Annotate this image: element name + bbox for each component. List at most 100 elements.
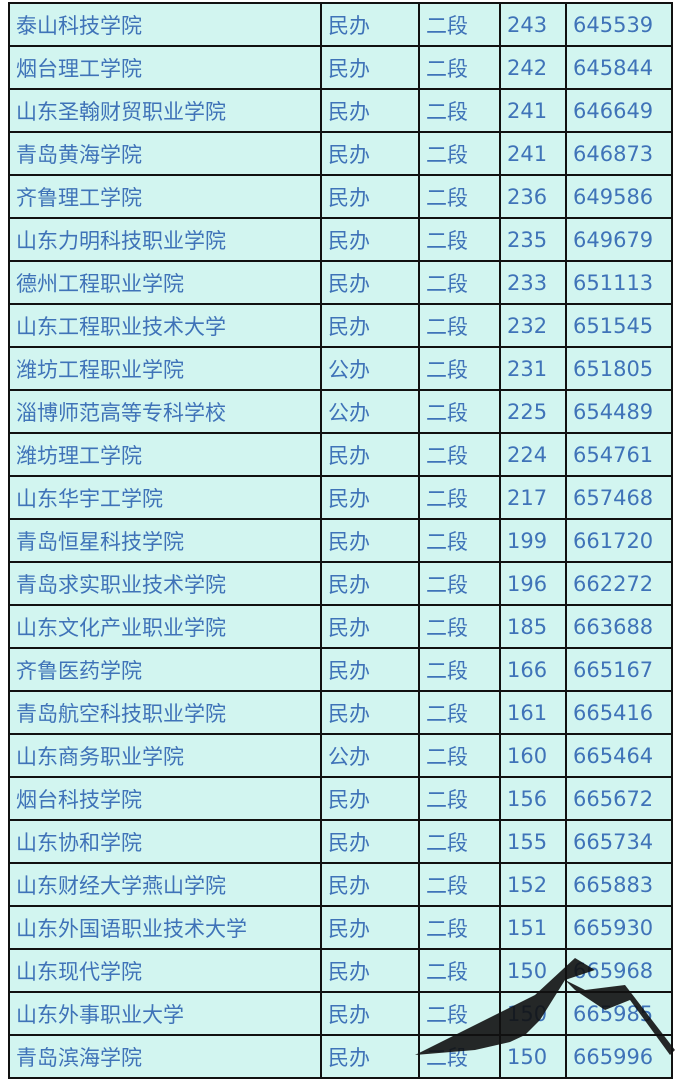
table-row: 山东外国语职业技术大学 民办 二段 151 665930 [8, 905, 673, 950]
rank-cell: 665883 [565, 862, 673, 907]
table-row: 潍坊工程职业学院 公办 二段 231 651805 [8, 346, 673, 391]
batch-cell: 二段 [418, 303, 501, 348]
batch-cell: 二段 [418, 991, 501, 1036]
school-name-cell: 山东外事职业大学 [8, 991, 322, 1036]
school-name-cell: 青岛黄海学院 [8, 131, 322, 176]
batch-cell: 二段 [418, 88, 501, 133]
batch-cell: 二段 [418, 733, 501, 778]
school-name-cell: 齐鲁医药学院 [8, 647, 322, 692]
school-type-cell: 公办 [320, 389, 420, 434]
score-cell: 150 [499, 948, 567, 993]
table-row: 青岛滨海学院 民办 二段 150 665996 [8, 1034, 673, 1079]
admission-table: 泰山科技学院 民办 二段 243 645539 烟台理工学院 民办 二段 242 645844 山东… [8, 2, 673, 1079]
table-row: 山东现代学院 民办 二段 150 665968 [8, 948, 673, 993]
school-type-cell: 民办 [320, 2, 420, 47]
school-type-cell: 民办 [320, 131, 420, 176]
batch-cell: 二段 [418, 346, 501, 391]
batch-cell: 二段 [418, 690, 501, 735]
score-cell: 161 [499, 690, 567, 735]
score-cell: 225 [499, 389, 567, 434]
table-row: 山东华宇工学院 民办 二段 217 657468 [8, 475, 673, 520]
rank-cell: 645539 [565, 2, 673, 47]
school-name-cell: 山东圣翰财贸职业学院 [8, 88, 322, 133]
school-name-cell: 泰山科技学院 [8, 2, 322, 47]
batch-cell: 二段 [418, 131, 501, 176]
table-row: 青岛求实职业技术学院 民办 二段 196 662272 [8, 561, 673, 606]
score-cell: 199 [499, 518, 567, 563]
table-row: 潍坊理工学院 民办 二段 224 654761 [8, 432, 673, 477]
table-row: 齐鲁理工学院 民办 二段 236 649586 [8, 174, 673, 219]
table-row: 烟台理工学院 民办 二段 242 645844 [8, 45, 673, 90]
table-row: 烟台科技学院 民办 二段 156 665672 [8, 776, 673, 821]
school-name-cell: 青岛求实职业技术学院 [8, 561, 322, 606]
batch-cell: 二段 [418, 432, 501, 477]
batch-cell: 二段 [418, 475, 501, 520]
rank-cell: 654489 [565, 389, 673, 434]
school-type-cell: 民办 [320, 475, 420, 520]
school-type-cell: 民办 [320, 991, 420, 1036]
rank-cell: 651113 [565, 260, 673, 305]
score-cell: 241 [499, 88, 567, 133]
score-cell: 232 [499, 303, 567, 348]
rank-cell: 665985 [565, 991, 673, 1036]
batch-cell: 二段 [418, 862, 501, 907]
school-name-cell: 山东协和学院 [8, 819, 322, 864]
school-type-cell: 民办 [320, 905, 420, 950]
score-cell: 152 [499, 862, 567, 907]
school-type-cell: 民办 [320, 819, 420, 864]
table-row: 泰山科技学院 民办 二段 243 645539 [8, 2, 673, 47]
score-cell: 156 [499, 776, 567, 821]
score-cell: 235 [499, 217, 567, 262]
table-row: 山东财经大学燕山学院 民办 二段 152 665883 [8, 862, 673, 907]
score-cell: 241 [499, 131, 567, 176]
table-row: 青岛恒星科技学院 民办 二段 199 661720 [8, 518, 673, 563]
school-name-cell: 山东财经大学燕山学院 [8, 862, 322, 907]
score-cell: 150 [499, 991, 567, 1036]
score-cell: 151 [499, 905, 567, 950]
rank-cell: 651805 [565, 346, 673, 391]
batch-cell: 二段 [418, 561, 501, 606]
school-name-cell: 青岛恒星科技学院 [8, 518, 322, 563]
school-name-cell: 烟台科技学院 [8, 776, 322, 821]
rank-cell: 665167 [565, 647, 673, 692]
school-type-cell: 民办 [320, 862, 420, 907]
batch-cell: 二段 [418, 260, 501, 305]
score-cell: 243 [499, 2, 567, 47]
school-type-cell: 民办 [320, 260, 420, 305]
score-cell: 236 [499, 174, 567, 219]
table-row: 山东协和学院 民办 二段 155 665734 [8, 819, 673, 864]
table-row: 山东圣翰财贸职业学院 民办 二段 241 646649 [8, 88, 673, 133]
score-cell: 185 [499, 604, 567, 649]
school-name-cell: 山东现代学院 [8, 948, 322, 993]
score-cell: 150 [499, 1034, 567, 1079]
rank-cell: 665464 [565, 733, 673, 778]
rank-cell: 646649 [565, 88, 673, 133]
school-type-cell: 民办 [320, 174, 420, 219]
score-cell: 155 [499, 819, 567, 864]
school-name-cell: 齐鲁理工学院 [8, 174, 322, 219]
school-type-cell: 民办 [320, 776, 420, 821]
batch-cell: 二段 [418, 819, 501, 864]
school-type-cell: 民办 [320, 690, 420, 735]
table-row: 山东文化产业职业学院 民办 二段 185 663688 [8, 604, 673, 649]
rank-cell: 649679 [565, 217, 673, 262]
school-name-cell: 山东华宇工学院 [8, 475, 322, 520]
batch-cell: 二段 [418, 647, 501, 692]
score-cell: 224 [499, 432, 567, 477]
rank-cell: 665968 [565, 948, 673, 993]
table-row: 齐鲁医药学院 民办 二段 166 665167 [8, 647, 673, 692]
school-type-cell: 公办 [320, 733, 420, 778]
rank-cell: 645844 [565, 45, 673, 90]
table-row: 青岛航空科技职业学院 民办 二段 161 665416 [8, 690, 673, 735]
rank-cell: 654761 [565, 432, 673, 477]
table-row: 淄博师范高等专科学校 公办 二段 225 654489 [8, 389, 673, 434]
school-name-cell: 德州工程职业学院 [8, 260, 322, 305]
table-row: 山东外事职业大学 民办 二段 150 665985 [8, 991, 673, 1036]
school-name-cell: 潍坊工程职业学院 [8, 346, 322, 391]
rank-cell: 665672 [565, 776, 673, 821]
rank-cell: 663688 [565, 604, 673, 649]
batch-cell: 二段 [418, 776, 501, 821]
school-type-cell: 公办 [320, 346, 420, 391]
school-type-cell: 民办 [320, 604, 420, 649]
score-cell: 196 [499, 561, 567, 606]
